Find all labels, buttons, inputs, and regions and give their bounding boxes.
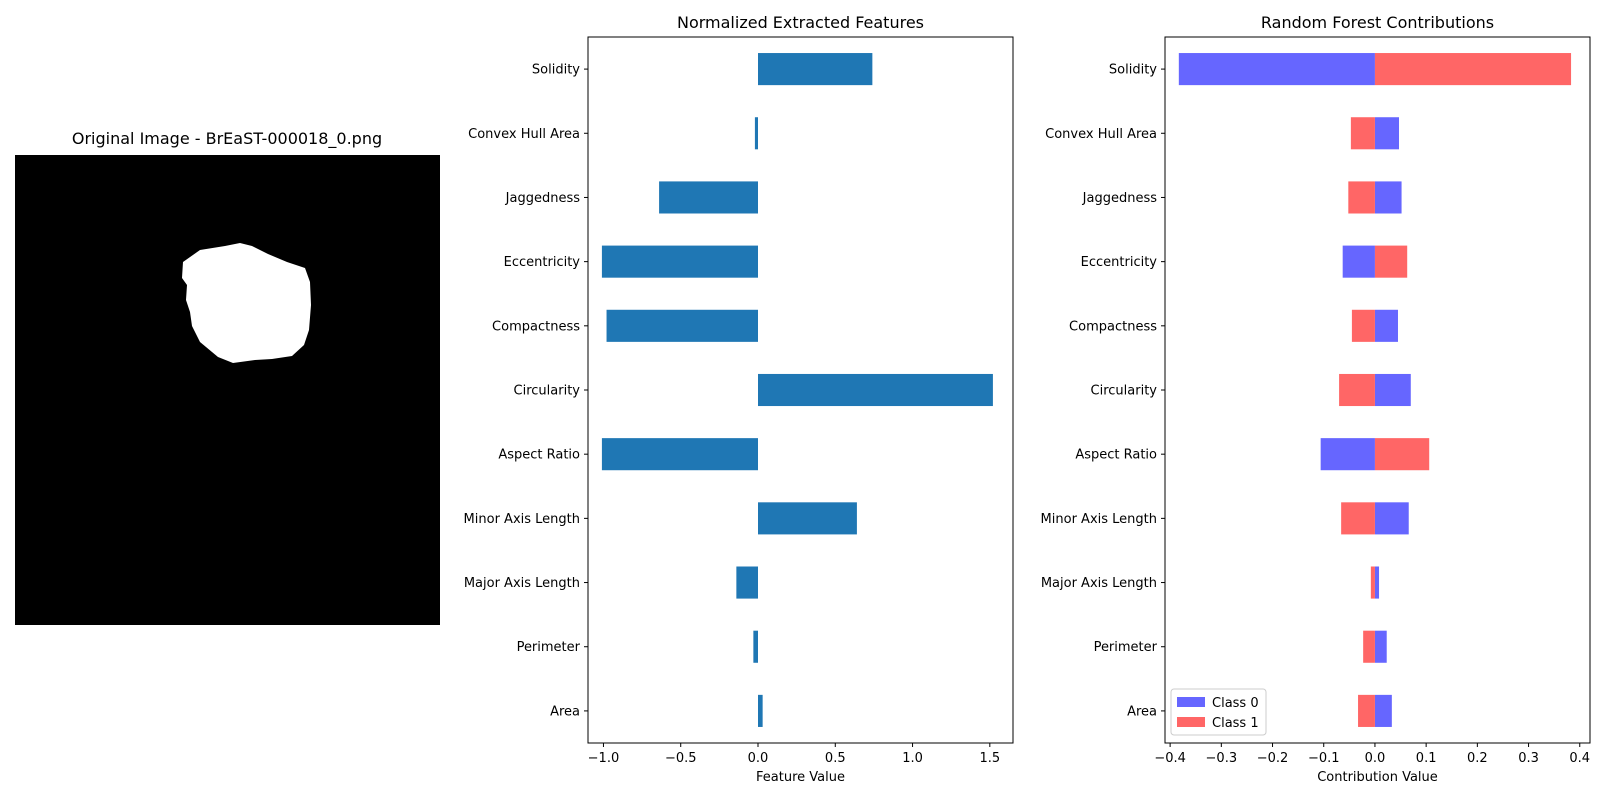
bar [601, 438, 758, 471]
y-tick-label: Convex Hull Area [468, 127, 580, 142]
bar-class-1 [1374, 438, 1430, 471]
bar-class-0 [1374, 694, 1392, 727]
feature-chart: Normalized Extracted Features Area Perimet… [464, 13, 1014, 785]
legend-swatch [1177, 717, 1205, 727]
bar-class-1 [1341, 502, 1375, 535]
y-tick-label: Area [550, 704, 580, 719]
bar-class-0 [1374, 309, 1398, 342]
x-tick-label: 0.0 [1365, 751, 1386, 766]
y-tick-label: Aspect Ratio [498, 448, 580, 463]
mask-image-background [15, 155, 440, 625]
x-tick-label: −1.0 [588, 751, 620, 766]
bar [758, 53, 873, 86]
x-tick-label: −0.5 [665, 751, 697, 766]
y-tick-label: Minor Axis Length [1041, 512, 1157, 527]
legend-label: Class 1 [1212, 716, 1259, 731]
contribution-chart: Random Forest Contributions Area Perimeter… [1041, 13, 1591, 785]
bar [758, 502, 857, 535]
y-tick-label: Major Axis Length [1041, 576, 1157, 591]
y-tick-label: Minor Axis Length [464, 512, 580, 527]
bar-class-0 [1374, 502, 1409, 535]
x-tick-label: 0.4 [1569, 751, 1590, 766]
bar [753, 630, 758, 663]
bar [601, 245, 758, 278]
image-panel: Original Image - BrEaST-000018_0.png [15, 129, 440, 625]
bar-class-0 [1342, 245, 1375, 278]
y-tick-label: Aspect Ratio [1075, 448, 1157, 463]
y-tick-label: Perimeter [517, 640, 581, 655]
legend-swatch [1177, 697, 1205, 707]
bar-class-1 [1351, 309, 1375, 342]
bar-class-1 [1374, 245, 1408, 278]
bar-class-0 [1178, 53, 1375, 86]
y-tick-label: Jaggedness [1082, 191, 1158, 206]
bar-class-1 [1350, 117, 1375, 150]
legend-label: Class 0 [1212, 696, 1259, 711]
y-tick-label: Jaggedness [505, 191, 581, 206]
bar-class-0 [1374, 117, 1400, 150]
x-tick-label: −0.2 [1257, 751, 1289, 766]
chart-title: Random Forest Contributions [1261, 13, 1494, 32]
y-tick-label: Area [1127, 704, 1157, 719]
y-tick-label: Compactness [1069, 319, 1157, 334]
bar-class-1 [1348, 181, 1375, 214]
bar-class-1 [1358, 694, 1375, 727]
x-tick-label: 0.0 [748, 751, 769, 766]
x-tick-label: −0.3 [1206, 751, 1238, 766]
bar-class-0 [1374, 181, 1402, 214]
y-tick-label: Solidity [532, 63, 580, 78]
bar-class-0 [1374, 373, 1411, 407]
bar-class-0 [1374, 566, 1380, 599]
lesion-mask-shape [182, 243, 311, 363]
bar-class-1 [1370, 566, 1375, 599]
y-tick-label: Circularity [1091, 384, 1158, 399]
bar-class-0 [1374, 630, 1387, 663]
x-tick-label: 0.5 [825, 751, 846, 766]
x-axis-label: Contribution Value [1317, 770, 1438, 785]
x-tick-label: −0.1 [1308, 751, 1340, 766]
y-tick-label: Compactness [492, 319, 580, 334]
bar [754, 117, 758, 150]
x-tick-label: 0.1 [1416, 751, 1437, 766]
y-tick-label: Solidity [1109, 63, 1157, 78]
x-tick-label: 0.3 [1518, 751, 1539, 766]
bar-class-0 [1320, 438, 1375, 471]
bar [659, 181, 758, 214]
bar-class-1 [1339, 373, 1375, 407]
y-tick-label: Convex Hull Area [1045, 127, 1157, 142]
bar [736, 566, 758, 599]
y-tick-label: Circularity [514, 384, 581, 399]
y-tick-label: Eccentricity [504, 255, 581, 270]
bar [758, 373, 993, 407]
x-axis-label: Feature Value [756, 770, 845, 785]
x-tick-label: 1.0 [902, 751, 923, 766]
x-tick-label: 0.2 [1467, 751, 1488, 766]
x-tick-label: 1.5 [979, 751, 1000, 766]
y-tick-label: Perimeter [1094, 640, 1158, 655]
bar-class-1 [1374, 53, 1572, 86]
y-tick-label: Eccentricity [1081, 255, 1158, 270]
bar-class-1 [1363, 630, 1375, 663]
x-tick-label: −0.4 [1154, 751, 1186, 766]
chart-title: Normalized Extracted Features [677, 13, 924, 32]
image-title: Original Image - BrEaST-000018_0.png [72, 129, 382, 149]
y-tick-label: Major Axis Length [464, 576, 580, 591]
bar [606, 309, 758, 342]
bar [758, 694, 763, 727]
